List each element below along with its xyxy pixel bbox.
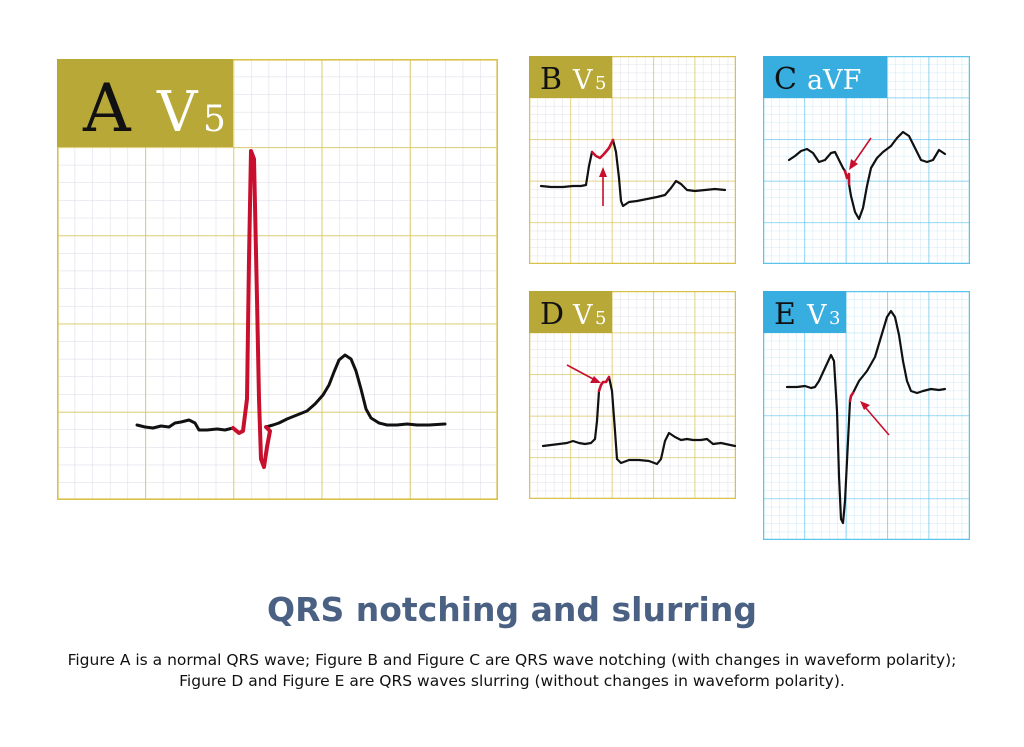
ecg-trace-e xyxy=(785,309,947,525)
ecg-trace-d xyxy=(541,375,736,466)
red-arrow-icon xyxy=(860,401,890,436)
page-title: QRS notching and slurring xyxy=(267,590,757,629)
qrs-slur-d xyxy=(597,375,611,393)
label-box-c xyxy=(763,56,887,98)
caption: Figure A is a normal QRS wave; Figure B … xyxy=(0,650,1024,692)
panel-d: D V 5 xyxy=(529,291,736,499)
panel-letter-b: B xyxy=(540,62,562,97)
label-box-a xyxy=(57,59,233,147)
ecg-panel-e: E V 3 xyxy=(763,291,970,540)
panel-c: C aVF xyxy=(763,56,970,264)
panel-lead-sub-b: 5 xyxy=(595,73,606,94)
ecg-panel-a: A V 5 xyxy=(57,59,498,500)
panel-lead-d: V xyxy=(572,300,593,331)
panel-lead-sub-a: 5 xyxy=(203,99,226,140)
caption-line-1: Figure A is a normal QRS wave; Figure B … xyxy=(67,651,957,669)
panel-letter-a: A xyxy=(82,70,132,147)
ecg-panel-b: B V 5 xyxy=(529,56,736,264)
ecg-trace-c xyxy=(787,130,947,221)
qrs-complex-a xyxy=(231,149,272,469)
ecg-panel-c: C aVF xyxy=(763,56,970,264)
qrs-slur-e xyxy=(848,391,855,403)
label-box-b xyxy=(529,56,612,98)
panel-letter-c: C xyxy=(774,62,797,97)
panel-e: E V 3 xyxy=(763,291,970,540)
caption-line-2: Figure D and Figure E are QRS waves slur… xyxy=(179,672,845,690)
panel-letter-e: E xyxy=(774,297,796,332)
panel-lead-a: V xyxy=(156,80,199,145)
panel-lead-sub-d: 5 xyxy=(595,308,606,329)
panel-lead-c: aVF xyxy=(807,65,861,96)
qrs-notch-c xyxy=(843,169,851,186)
label-box-d xyxy=(529,291,612,333)
qrs-notch-b xyxy=(590,138,615,160)
panel-letter-d: D xyxy=(540,297,564,332)
panel-lead-b: V xyxy=(572,65,593,96)
panel-a: A V 5 xyxy=(57,59,498,500)
panel-lead-e: V xyxy=(806,300,827,331)
red-arrow-icon xyxy=(599,167,607,206)
ecg-trace-a xyxy=(135,353,447,432)
ecg-trace-b xyxy=(539,138,727,208)
panel-lead-sub-e: 3 xyxy=(829,308,840,329)
panel-b: B V 5 xyxy=(529,56,736,264)
label-box-e xyxy=(763,291,846,333)
red-arrow-icon xyxy=(849,137,872,170)
red-arrow-icon xyxy=(566,364,601,383)
ecg-panel-d: D V 5 xyxy=(529,291,736,499)
